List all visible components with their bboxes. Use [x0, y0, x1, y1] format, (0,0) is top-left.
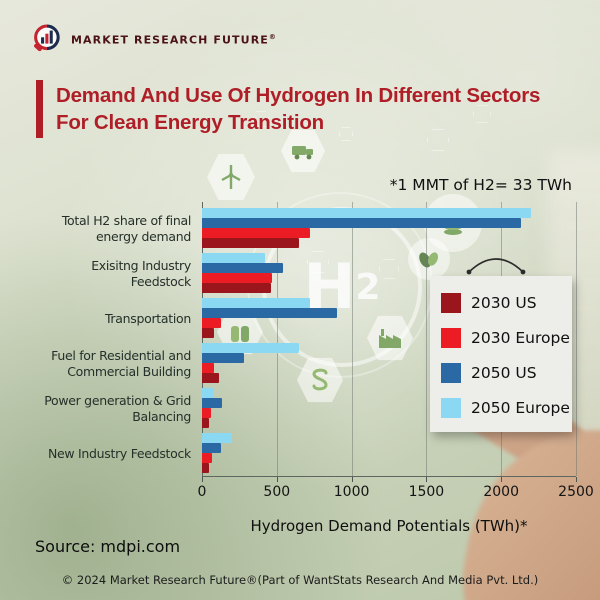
bar-2050-us: [202, 218, 521, 228]
legend-item: 2050 Europe: [441, 390, 570, 425]
tick-mark: [276, 477, 278, 482]
legend-swatch: [441, 327, 461, 348]
title-line1: Demand And Use Of Hydrogen In Different …: [56, 84, 541, 107]
gridline: [576, 202, 577, 476]
bar-2050-europe: [202, 388, 214, 398]
gridline: [426, 202, 428, 476]
bar-2030-europe: [202, 318, 222, 328]
bar-2050-us: [202, 398, 223, 408]
tick-mark: [426, 477, 428, 482]
bar-2030-europe: [202, 273, 273, 283]
bar-group: [202, 206, 576, 251]
bar-group: [202, 296, 576, 341]
bar-2030-us: [202, 373, 220, 383]
bar-2030-europe: [202, 408, 211, 418]
leaves-icon: [408, 238, 450, 280]
tick-label: 1000: [333, 484, 370, 500]
x-axis-label: Hydrogen Demand Potentials (TWh)*: [250, 517, 528, 535]
category-label: New Industry Feedstock: [47, 445, 191, 461]
tick-mark: [501, 477, 503, 482]
legend-label: 2030 US: [471, 293, 537, 312]
tick-mark: [576, 477, 577, 482]
bar-2030-us: [202, 463, 210, 473]
bar-2050-europe: [202, 253, 265, 263]
tick-mark: [202, 477, 203, 482]
conversion-note: *1 MMT of H2= 33 TWh: [389, 176, 572, 194]
bar-2050-europe: [202, 208, 532, 218]
gridline: [276, 202, 278, 476]
wind-turbine-icon: [207, 154, 255, 200]
copyright-text: © 2024 Market Research Future®(Part of W…: [61, 573, 539, 587]
bar-2030-us: [202, 328, 214, 338]
bar-2030-us: [202, 418, 209, 428]
x-axis-ticks: 0 500 1000 1500 2000 2500: [198, 477, 594, 503]
bar-group: [202, 386, 576, 431]
gridline: [351, 202, 353, 476]
bar-2050-us: [202, 443, 222, 453]
legend-item: 2030 US: [441, 285, 568, 320]
legend-panel: 2030 US 2030 Europe 2050 US 2050 Europe: [430, 276, 572, 432]
bar-group: [202, 431, 576, 476]
legend-items: 2030 US 2030 Europe 2050 US 2050 Europe: [441, 285, 570, 425]
truck-icon: [280, 129, 326, 173]
legend-item: 2050 US: [441, 355, 568, 390]
tick-label: 0: [197, 484, 207, 500]
legend-swatch: [441, 292, 461, 313]
legend-label: 2030 Europe: [471, 328, 570, 347]
gridline: [202, 202, 203, 476]
tick-label: 2500: [558, 484, 594, 500]
page-title: Demand And Use Of Hydrogen In Different …: [36, 80, 584, 139]
bar-2030-us: [202, 238, 300, 248]
bar-2050-us: [202, 353, 244, 363]
category-label: Fuel for Residential and Commercial Buil…: [51, 347, 191, 379]
legend-swatch: [441, 362, 461, 383]
mrfr-logo-icon: [34, 24, 60, 52]
registered-mark: ®: [268, 33, 277, 42]
legend-item: 2030 Europe: [441, 320, 570, 355]
tick-label: 500: [263, 484, 291, 500]
brand-name: MARKET RESEARCH FUTURE®: [71, 33, 277, 47]
factory-icon: [366, 315, 414, 361]
category-label: Exisitng Industry Feedstock: [91, 257, 191, 289]
bar-2050-europe: [202, 433, 232, 443]
bar-group: [202, 251, 576, 296]
source-text: Source: mdpi.com: [35, 537, 181, 556]
legend-hanger: [466, 258, 526, 275]
bar-group: [202, 341, 576, 386]
bar-2030-us: [202, 283, 271, 293]
tick-label: 1500: [408, 484, 445, 500]
bar-2030-europe: [202, 228, 310, 238]
tick-label: 2000: [483, 484, 520, 500]
bar-2030-europe: [202, 363, 214, 373]
bar-2030-europe: [202, 453, 212, 463]
category-label: Power generation & Grid Balancing: [44, 392, 191, 424]
legend-swatch: [441, 397, 461, 418]
bar-2050-europe: [202, 298, 310, 308]
h2-watermark-text: H: [303, 250, 356, 323]
header: MARKET RESEARCH FUTURE®: [28, 22, 277, 58]
tick-mark: [351, 477, 353, 482]
legend-label: 2050 Europe: [471, 398, 570, 417]
category-labels: Total H2 share of final energy demand Exi…: [30, 206, 202, 477]
title-line2: For Clean Energy Transition: [56, 111, 324, 135]
category-label: Total H2 share of final energy demand: [61, 212, 191, 244]
s-coil-icon: [296, 357, 344, 403]
bar-2050-us: [202, 263, 283, 273]
legend-label: 2050 US: [471, 363, 537, 382]
category-label: Transportation: [104, 310, 191, 326]
bar-2050-us: [202, 308, 337, 318]
bar-2050-europe: [202, 343, 300, 353]
